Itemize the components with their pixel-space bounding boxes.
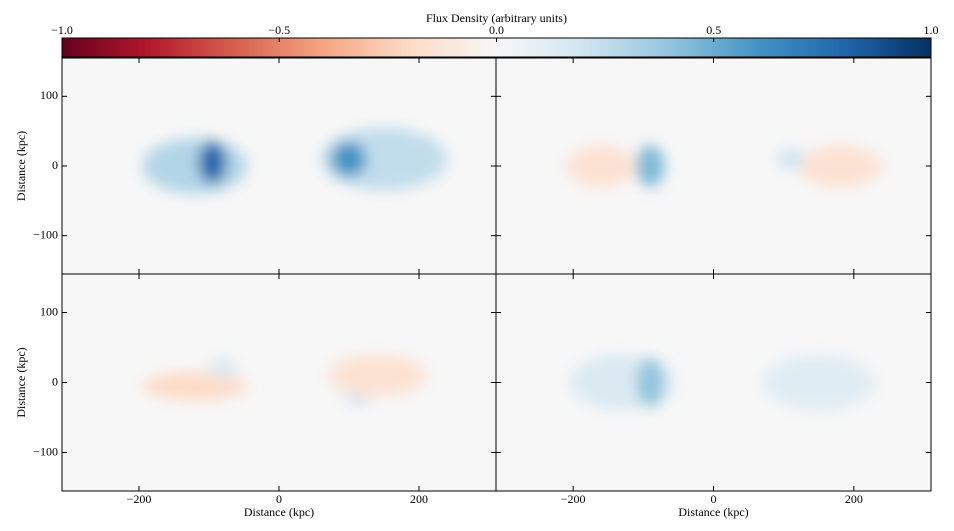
x-tick-label: 200 <box>410 492 428 506</box>
flux-region <box>342 394 370 406</box>
flux-region <box>566 145 637 187</box>
flux-region <box>142 138 248 194</box>
colorbar-tick-label: 0.0 <box>489 23 504 37</box>
flux-region <box>209 358 237 379</box>
flux-region <box>797 145 882 187</box>
y-tick-label: 0 <box>52 374 58 388</box>
flux-region <box>328 354 426 397</box>
x-axis-label: Distance (kpc) <box>244 505 314 519</box>
x-tick-label: −200 <box>561 492 586 506</box>
x-tick-label: 200 <box>845 492 863 506</box>
flux-region <box>636 358 665 407</box>
colorbar-tick-label: −1.0 <box>51 23 73 37</box>
image-layer <box>142 354 426 406</box>
y-tick-label: 100 <box>40 304 58 318</box>
x-tick-label: 0 <box>711 492 717 506</box>
flux-region <box>776 148 805 170</box>
colorbar-tick-label: −0.5 <box>268 23 290 37</box>
flux-region <box>198 141 227 184</box>
y-axis-label: Distance (kpc) <box>14 347 28 417</box>
y-tick-label: 100 <box>40 88 58 102</box>
y-tick-label: −100 <box>33 444 58 458</box>
colorbar-tick-label: 1.0 <box>924 23 939 37</box>
x-tick-label: 0 <box>276 492 282 506</box>
colorbar-title: Flux Density (arbitrary units) <box>426 11 567 25</box>
y-tick-label: 0 <box>52 158 58 172</box>
image-layer <box>566 145 882 187</box>
panel-background <box>62 274 496 491</box>
image-layer <box>569 354 875 411</box>
flux-region <box>636 145 665 187</box>
flux-region <box>762 354 875 411</box>
x-tick-label: −200 <box>127 492 152 506</box>
y-axis-label: Distance (kpc) <box>14 131 28 201</box>
x-axis-label: Distance (kpc) <box>678 505 748 519</box>
image-layer <box>142 127 447 194</box>
flux-region <box>331 141 367 177</box>
y-tick-label: −100 <box>33 227 58 241</box>
colorbar-tick-label: 0.5 <box>706 23 721 37</box>
flux-region <box>142 372 248 400</box>
